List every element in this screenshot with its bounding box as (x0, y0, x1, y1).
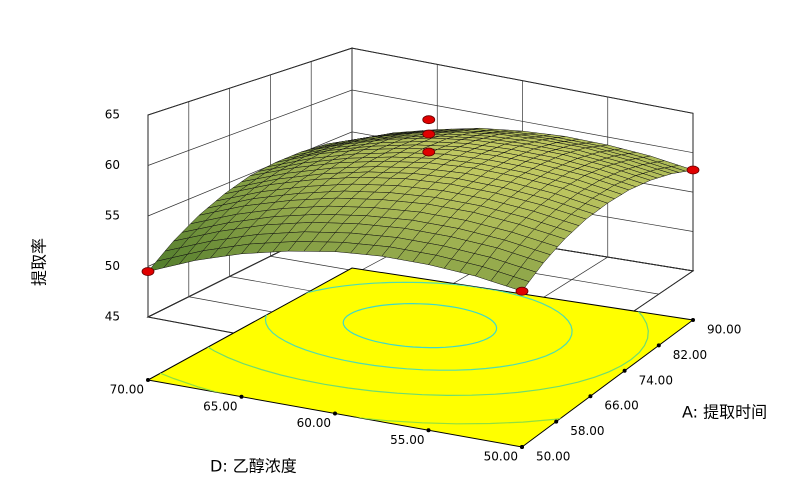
z-tick-label: 45 (105, 310, 120, 324)
design-point (141, 267, 155, 276)
x-axis-title: A: 提取时间 (682, 403, 767, 422)
tick-mark (520, 445, 524, 449)
design-point (515, 286, 529, 296)
z-tick-label: 50 (105, 259, 120, 273)
z-tick-label: 60 (105, 158, 120, 172)
tick-mark (656, 343, 661, 348)
y-axis-title: D: 乙醇浓度 (210, 457, 297, 476)
floor (146, 267, 695, 448)
z-axis-title: 提取率 (30, 238, 49, 286)
x-tick-label: 74.00 (639, 373, 673, 387)
y-tick-label: 60.00 (297, 416, 331, 430)
design-point (686, 165, 700, 175)
z-tick-label: 65 (105, 108, 120, 122)
tick-mark (146, 378, 150, 382)
tick-mark (426, 428, 431, 433)
z-tick-label: 55 (105, 209, 120, 223)
y-tick-label: 65.00 (203, 399, 237, 413)
design-point (422, 147, 436, 157)
y-tick-label: 55.00 (390, 433, 424, 447)
x-tick-label: 58.00 (570, 424, 604, 438)
tick-mark (588, 394, 593, 399)
x-tick-label: 90.00 (707, 323, 741, 337)
tick-mark (691, 318, 695, 322)
tick-mark (333, 411, 337, 416)
contour-line (342, 302, 498, 349)
contour-line (264, 281, 573, 371)
design-point (422, 115, 436, 125)
x-tick-label: 66.00 (604, 399, 638, 413)
y-tick-label: 70.00 (110, 383, 144, 397)
tick-mark (554, 419, 559, 424)
tick-mark (239, 394, 244, 399)
tick-mark (622, 368, 627, 373)
y-tick-label: 50.00 (484, 450, 518, 464)
x-tick-label: 82.00 (673, 348, 707, 362)
design-point (422, 129, 436, 139)
x-tick-label: 50.00 (536, 450, 570, 464)
